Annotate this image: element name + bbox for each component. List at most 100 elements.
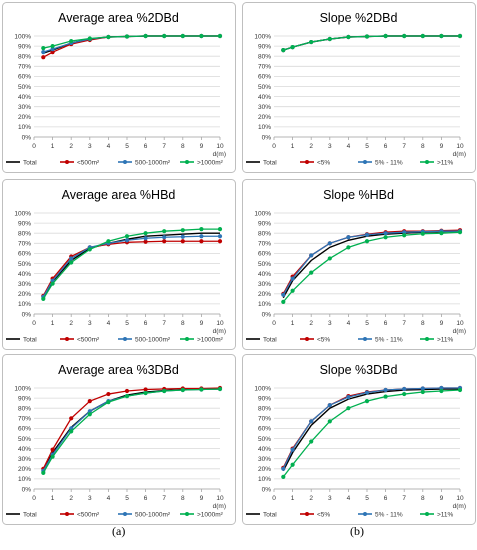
x-tick-label: 8: [421, 320, 425, 327]
legend-label: 5% - 11%: [375, 511, 403, 518]
legend-marker: [185, 337, 189, 341]
legend-label: Total: [263, 159, 277, 166]
y-tick-label: 20%: [18, 114, 31, 121]
legend-label: >11%: [437, 159, 454, 166]
legend-marker: [363, 160, 367, 164]
data-point: [69, 429, 74, 434]
legend-marker: [305, 512, 309, 516]
data-point: [402, 230, 407, 235]
legend-label: <5%: [317, 159, 330, 166]
y-tick-label: 0%: [22, 134, 32, 141]
y-tick-label: 10%: [18, 124, 31, 131]
data-point: [383, 394, 388, 399]
x-tick-label: 6: [384, 320, 388, 327]
legend-marker: [65, 512, 69, 516]
data-point: [217, 234, 223, 239]
y-tick-label: 90%: [258, 395, 271, 402]
x-tick-label: 0: [32, 143, 36, 150]
legend-label: <5%: [317, 511, 330, 518]
x-tick-label: 5: [125, 320, 129, 327]
data-point: [364, 232, 370, 237]
data-point: [180, 234, 185, 239]
data-point: [199, 239, 204, 244]
x-tick-label: 5: [365, 495, 369, 502]
x-tick-label: 1: [51, 320, 55, 327]
x-tick-label: 7: [162, 495, 166, 502]
chart-frame: [242, 354, 476, 525]
x-tick-label: 4: [107, 320, 111, 327]
y-tick-label: 0%: [22, 311, 32, 318]
data-point: [87, 399, 92, 404]
x-tick-label: 0: [32, 320, 36, 327]
data-point: [281, 48, 286, 53]
legend-label: 500-1000m²: [135, 511, 171, 518]
data-point: [402, 386, 407, 392]
data-point: [162, 388, 167, 394]
y-tick-label: 30%: [18, 281, 31, 288]
data-point: [87, 36, 92, 41]
x-tick-label: 10: [456, 320, 464, 327]
legend-label: Total: [263, 511, 277, 518]
data-point: [106, 34, 111, 40]
data-point: [281, 299, 286, 304]
x-tick-label: 1: [51, 495, 55, 502]
legend-label: 500-1000m²: [135, 336, 171, 343]
x-tick-label: 6: [144, 495, 148, 502]
data-point: [420, 231, 425, 236]
legend-label: >1000m²: [197, 159, 224, 166]
data-point: [50, 454, 55, 459]
data-point: [217, 239, 223, 244]
data-point: [290, 447, 295, 452]
x-tick-label: 4: [107, 495, 111, 502]
data-point: [41, 470, 46, 475]
chart-title: Average area %HBd: [62, 188, 176, 202]
x-tick-label: 2: [69, 143, 73, 150]
legend-label: Total: [263, 336, 277, 343]
legend-marker: [363, 512, 367, 516]
chart-frame: [2, 2, 236, 173]
legend-label: >11%: [437, 511, 454, 518]
y-tick-label: 20%: [258, 466, 271, 473]
x-axis-label: d(m): [453, 503, 466, 510]
legend-label: <5%: [317, 336, 330, 343]
y-tick-label: 50%: [18, 261, 31, 268]
data-point: [124, 388, 130, 394]
data-point: [327, 256, 332, 261]
y-tick-label: 40%: [258, 94, 271, 101]
data-point: [50, 50, 55, 55]
chart-frame: [2, 179, 236, 350]
chart-panel-6: Slope %3DBd 0% 10% 20% 30% 40% 50% 60% 70% 80% 90%…: [242, 354, 476, 525]
chart-panel-2: Slope %2DBd 0% 10% 20% 30% 40% 50% 60% 70% 80% 90%…: [242, 2, 476, 173]
legend-marker: [123, 160, 127, 164]
x-tick-label: 1: [291, 495, 295, 502]
x-tick-label: 3: [88, 495, 92, 502]
data-point: [327, 36, 332, 42]
y-tick-label: 90%: [18, 220, 31, 227]
y-tick-label: 100%: [14, 385, 31, 392]
y-tick-label: 20%: [18, 466, 31, 473]
x-tick-label: 1: [51, 143, 55, 150]
data-point: [327, 403, 332, 408]
y-tick-label: 40%: [258, 271, 271, 278]
data-point: [87, 247, 92, 252]
y-tick-label: 60%: [18, 251, 31, 258]
y-tick-label: 30%: [258, 104, 271, 111]
data-point: [346, 235, 351, 240]
y-tick-label: 90%: [18, 395, 31, 402]
x-tick-label: 10: [216, 143, 224, 150]
data-point: [124, 238, 130, 243]
x-tick-label: 0: [272, 495, 276, 502]
x-tick-label: 3: [88, 143, 92, 150]
data-point: [50, 281, 55, 286]
x-tick-label: 5: [365, 320, 369, 327]
y-tick-label: 60%: [18, 426, 31, 433]
y-tick-label: 80%: [18, 406, 31, 413]
data-point: [180, 387, 185, 393]
legend-label: Total: [23, 511, 37, 518]
data-point: [143, 33, 148, 39]
y-tick-label: 40%: [18, 271, 31, 278]
data-point: [346, 406, 351, 411]
data-point: [143, 231, 148, 236]
chart-title: Slope %2DBd: [320, 11, 398, 25]
x-tick-label: 5: [365, 143, 369, 150]
